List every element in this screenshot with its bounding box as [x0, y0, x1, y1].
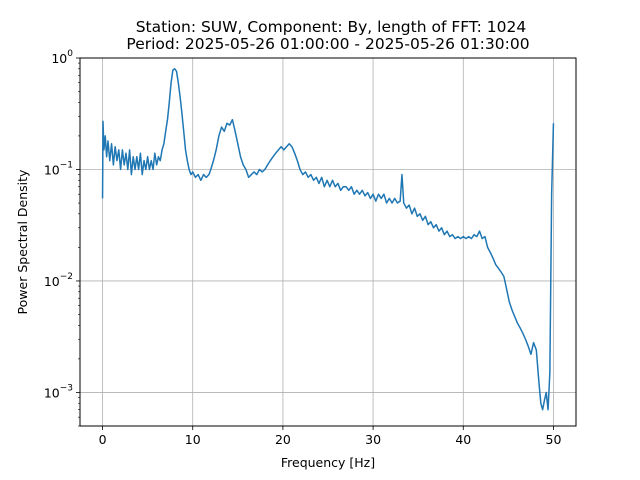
- x-axis-ticks: 0 10 20 30 40 50: [99, 426, 562, 447]
- plot-frame: [79, 57, 577, 427]
- y-tick-label: 10−1: [44, 160, 73, 177]
- y-tick-label: 10−2: [44, 272, 73, 289]
- y-tick-base: 10: [44, 385, 60, 400]
- x-axis-label: Frequency [Hz]: [281, 455, 375, 470]
- y-tick-exponent: −2: [60, 272, 73, 282]
- chart-title: Station: SUW, Component: By, length of F…: [136, 18, 527, 36]
- y-tick-exponent: −1: [60, 160, 73, 170]
- y-tick-base: 10: [44, 162, 60, 177]
- y-tick-label: 10−3: [44, 383, 73, 400]
- psd-series-line: [101, 68, 555, 411]
- data-series: [101, 68, 555, 411]
- x-tick-label: 0: [99, 432, 107, 447]
- y-tick-label: 100: [51, 49, 73, 66]
- y-tick-base: 10: [44, 274, 60, 289]
- y-tick-exponent: −3: [60, 383, 73, 393]
- x-tick-label: 40: [455, 432, 471, 447]
- x-tick-label: 20: [275, 432, 291, 447]
- chart-subtitle: Period: 2025-05-26 01:00:00 - 2025-05-26…: [126, 35, 529, 53]
- y-tick-exponent: 0: [67, 49, 73, 59]
- x-tick-label: 30: [365, 432, 381, 447]
- x-tick-label: 10: [185, 432, 201, 447]
- y-tick-base: 10: [51, 51, 67, 66]
- x-tick-label: 50: [546, 432, 562, 447]
- y-axis-label: Power Spectral Density: [15, 169, 30, 314]
